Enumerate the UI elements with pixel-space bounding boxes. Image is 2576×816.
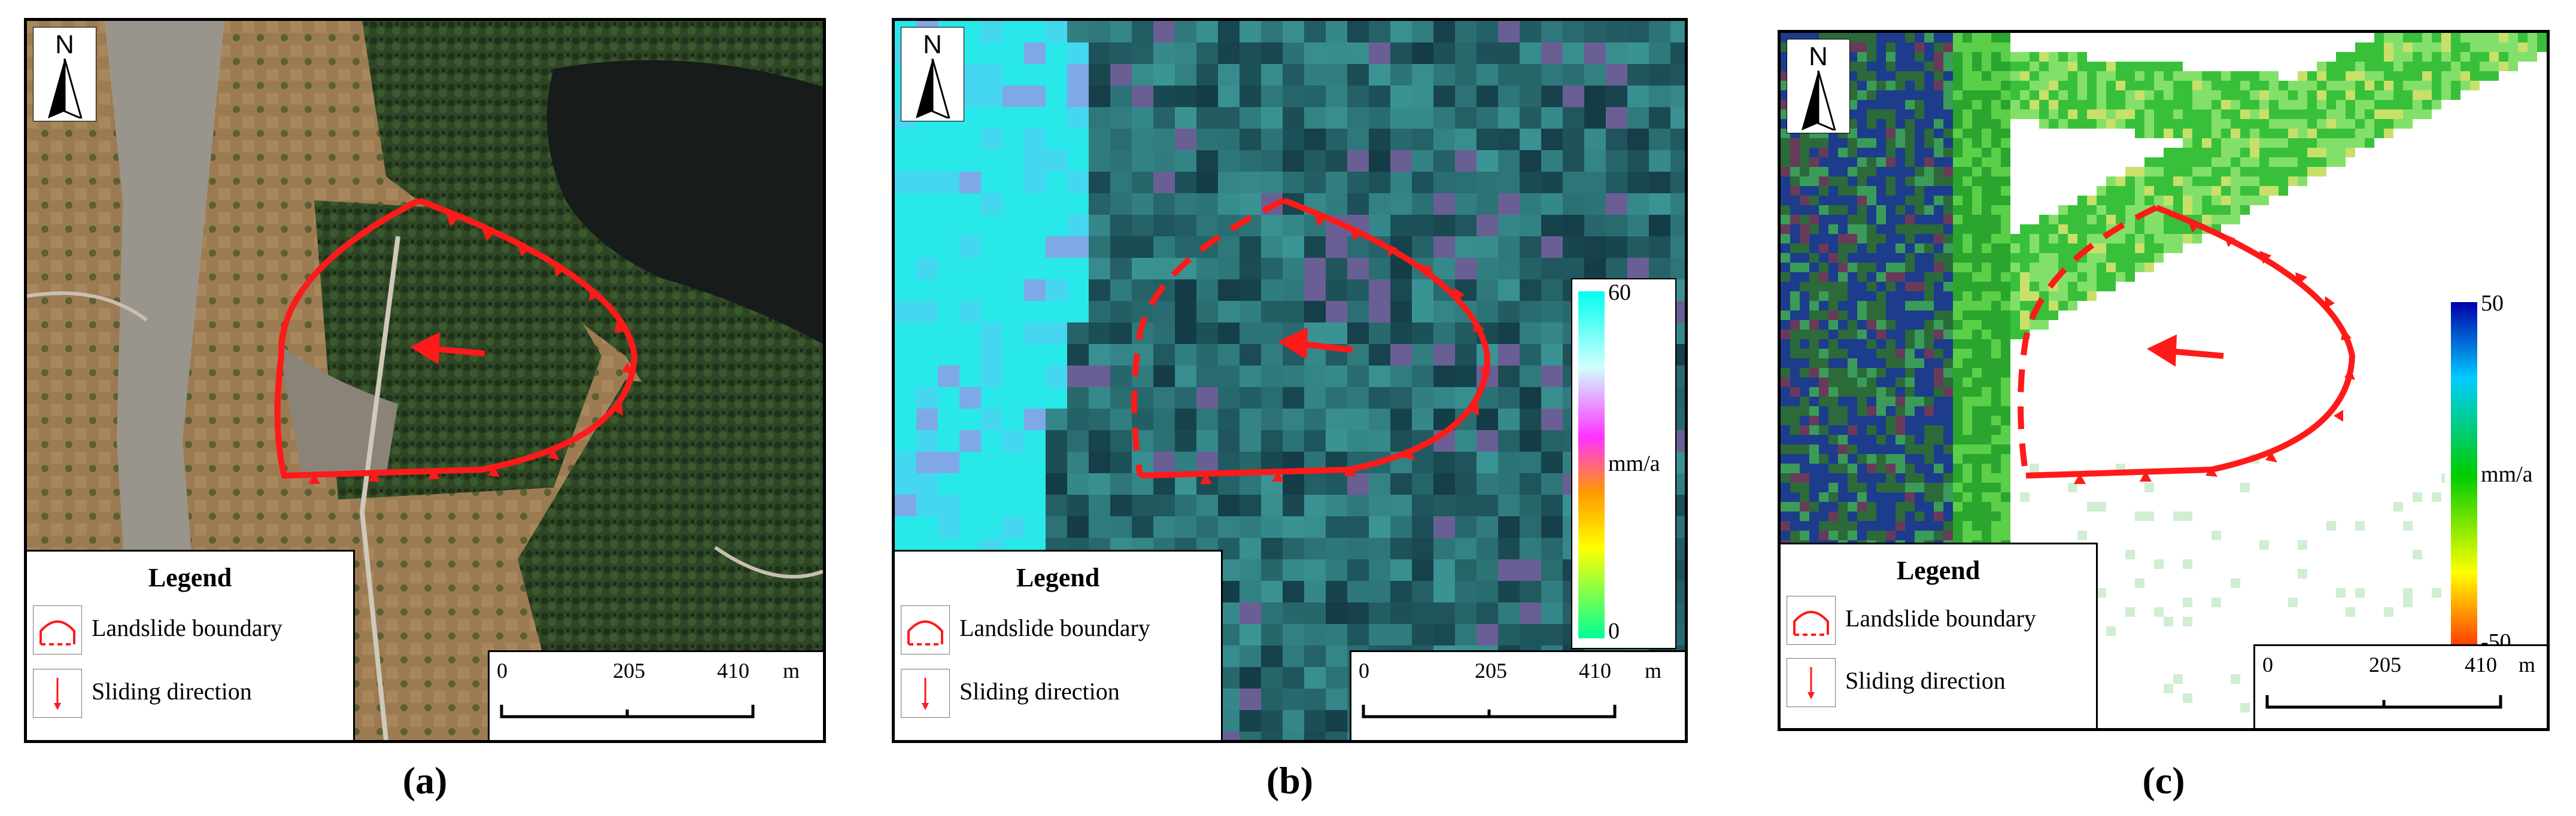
scale-bar-c: 0 205 410 m (2253, 644, 2547, 728)
landslide-boundary-b (1131, 197, 1491, 484)
landslide-boundary-c (2018, 205, 2356, 484)
colorbar-ramp (1578, 291, 1605, 638)
north-arrow-icon (916, 59, 950, 118)
scale-unit: m (2519, 653, 2536, 677)
scale-tick-205: 205 (613, 659, 645, 683)
scale-unit: m (783, 659, 800, 683)
boundary-symbol-icon (901, 605, 950, 654)
north-arrow-a: N (33, 27, 96, 121)
boundary-label: Landslide boundary (1845, 605, 2036, 632)
caption-a: (a) (402, 759, 448, 802)
north-arrow-icon (1802, 71, 1836, 130)
sliding-direction-arrow-icon (33, 669, 82, 718)
legend-c: Legend Landslide boundary Sliding direct… (1781, 543, 2098, 728)
colorbar-b: 60 mm/a 0 (1571, 278, 1676, 649)
panel-b-velocity-map: N 60 mm/a 0 Legend Landslide boundary Sl… (892, 18, 1688, 743)
sliding-direction-arrow-icon (1787, 658, 1836, 707)
scale-tick-410: 410 (2465, 653, 2497, 677)
landslide-boundary-a (274, 197, 638, 484)
north-arrow-b: N (901, 27, 964, 121)
scale-tick-0: 0 (1359, 659, 1369, 683)
legend-a: Legend Landslide boundary Sliding direct… (27, 550, 355, 740)
scale-tick-410: 410 (1579, 659, 1611, 683)
boundary-label: Landslide boundary (92, 614, 282, 641)
boundary-symbol-icon (33, 605, 82, 654)
scale-tick-0: 0 (2262, 653, 2273, 677)
colorbar-max: 50 (2481, 291, 2504, 316)
scale-tick-205: 205 (1475, 659, 1507, 683)
north-label: N (923, 30, 942, 59)
colorbar-c: 50 mm/a -50 (2445, 290, 2547, 661)
scale-tick-0: 0 (497, 659, 508, 683)
direction-label: Sliding direction (1845, 667, 2006, 694)
caption-c: (c) (2142, 759, 2185, 802)
colorbar-ramp (2451, 302, 2477, 649)
colorbar-min: 0 (1608, 619, 1620, 644)
scale-tick-205: 205 (2369, 653, 2401, 677)
colorbar-unit: mm/a (2481, 462, 2533, 487)
panel-c-deformation-map: N 50 mm/a -50 Legend Landslide boundary … (1778, 30, 2550, 731)
scale-unit: m (1645, 659, 1662, 683)
legend-title: Legend (1016, 563, 1100, 592)
boundary-label: Landslide boundary (959, 614, 1150, 641)
sliding-direction-arrow-icon (901, 669, 950, 718)
direction-label: Sliding direction (92, 678, 252, 705)
satellite-imagery (27, 21, 823, 740)
direction-label: Sliding direction (959, 678, 1120, 705)
legend-title: Legend (1896, 556, 1980, 585)
boundary-symbol-icon (1787, 596, 1836, 645)
scale-tick-410: 410 (717, 659, 749, 683)
colorbar-max: 60 (1608, 280, 1631, 305)
legend-title: Legend (148, 563, 232, 592)
colorbar-unit: mm/a (1608, 451, 1660, 476)
north-arrow-icon (48, 59, 83, 118)
caption-b: (b) (1266, 759, 1314, 802)
scale-bar-b: 0 205 410 m (1350, 650, 1685, 740)
north-label: N (1809, 42, 1828, 71)
scale-bar-a: 0 205 410 m (488, 650, 823, 740)
north-label: N (55, 30, 74, 59)
north-arrow-c: N (1787, 39, 1850, 133)
panel-a-satellite-map: N Legend Landslide boundary Sliding dire… (24, 18, 826, 743)
legend-b: Legend Landslide boundary Sliding direct… (895, 550, 1223, 740)
